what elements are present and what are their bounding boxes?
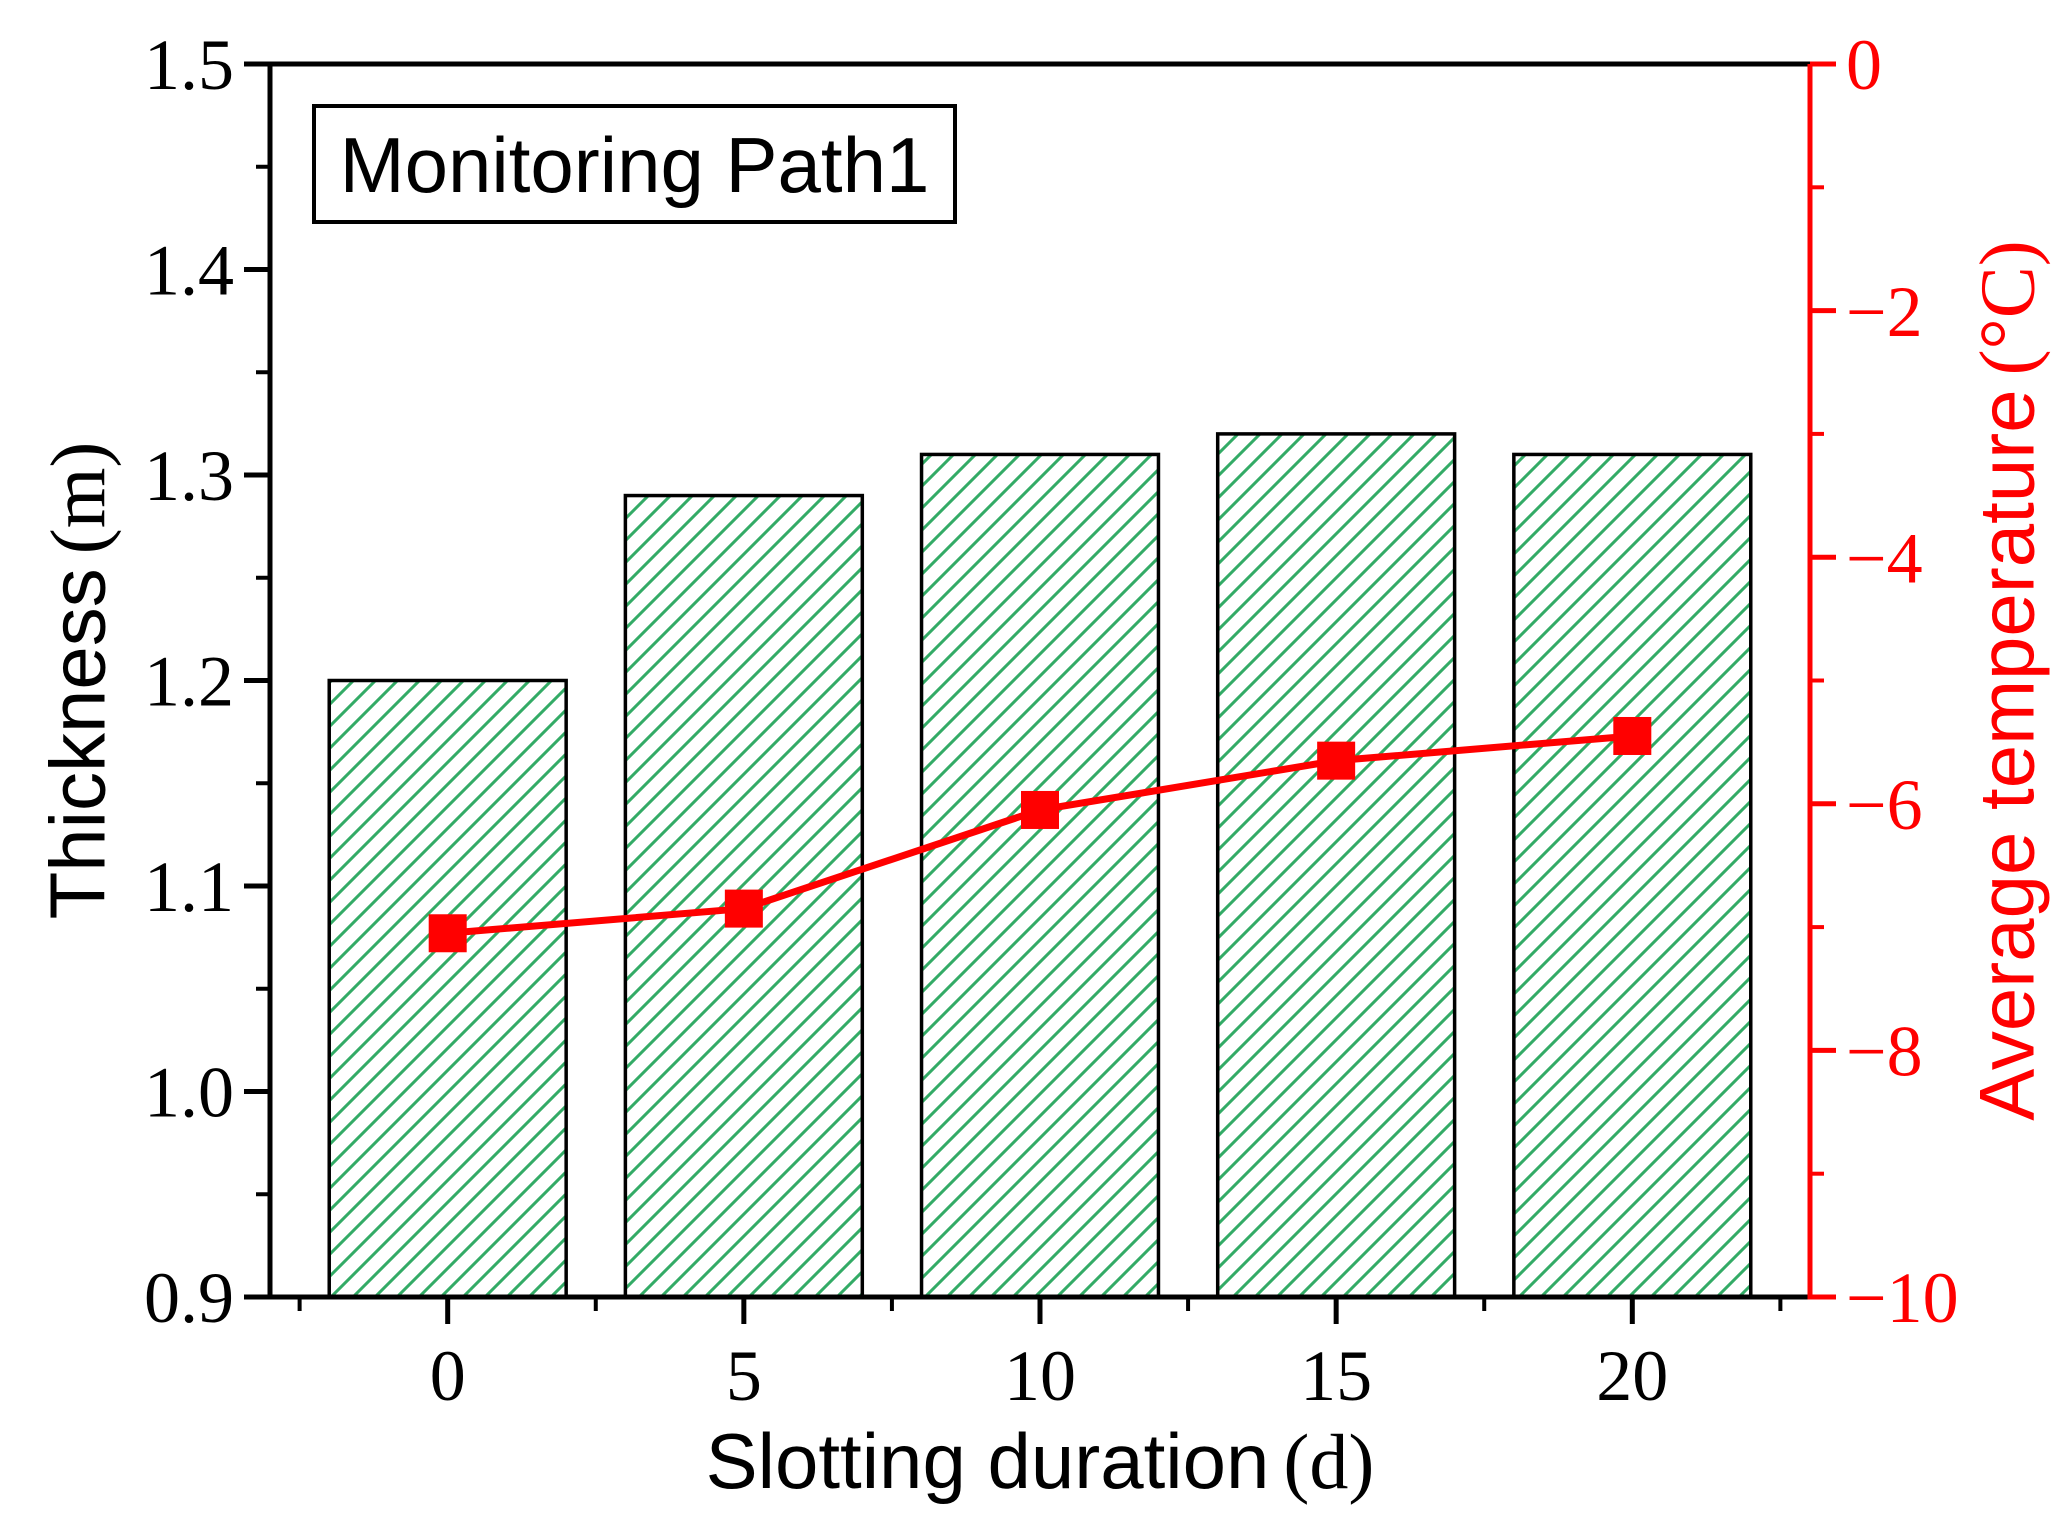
y-right-tick-label: −6 [1846,765,1923,845]
x-tick-label: 0 [430,1336,466,1416]
bar [1512,452,1753,1299]
y-left-tick-label: 0.9 [144,1258,234,1338]
y-left-tick-label: 1.2 [144,642,234,722]
temperature-marker [1317,741,1356,780]
temperature-marker [428,914,467,953]
y-right-tick-label: −8 [1846,1012,1923,1092]
temperature-marker [1021,790,1059,829]
temperature-marker [724,889,763,928]
y-right-tick-label: −10 [1846,1258,1959,1338]
x-tick-label: 5 [726,1336,762,1416]
annotation: Monitoring Path1 [312,104,957,224]
annotation-box [312,104,957,224]
y-axis-left-title: Thickness(m) [33,442,121,920]
x-axis-unit: (d) [1283,1418,1374,1505]
y-axis-left-ticks: 1.5 1.4 1.3 1.2 1.1 1.0 0.9 [144,25,270,1338]
y-left-tick-label: 1.3 [144,436,234,516]
y-axis-left-unit: (m) [34,442,121,555]
x-axis-ticks: 0 5 10 15 20 [297,1297,1783,1416]
y-left-tick-label: 1.5 [144,25,234,105]
x-tick-label: 10 [1004,1336,1076,1416]
bar [327,678,568,1299]
temperature-marker [1613,716,1652,755]
x-tick-label: 15 [1300,1336,1372,1416]
y-left-tick-label: 1.4 [144,231,234,311]
x-tick-label: 20 [1596,1336,1668,1416]
y-right-tick-label: 0 [1846,25,1882,105]
x-axis-title: Slotting duration (d) [706,1417,1375,1505]
bar [1215,432,1457,1299]
y-left-tick-label: 1.1 [144,847,234,927]
bar [919,452,1161,1299]
y-axis-right-unit: (°C) [1963,240,2050,375]
bar-series [327,432,1753,1299]
y-right-tick-label: −2 [1846,272,1923,352]
y-right-tick-label: −4 [1846,518,1923,598]
annotation-text: Monitoring Path1 [340,121,930,209]
y-axis-right-ticks: 0 −2 −4 −6 −8 −10 [1810,25,1959,1338]
y-axis-right-title: Average temperature(°C) [1962,240,2050,1121]
y-left-tick-label: 1.0 [144,1053,234,1133]
